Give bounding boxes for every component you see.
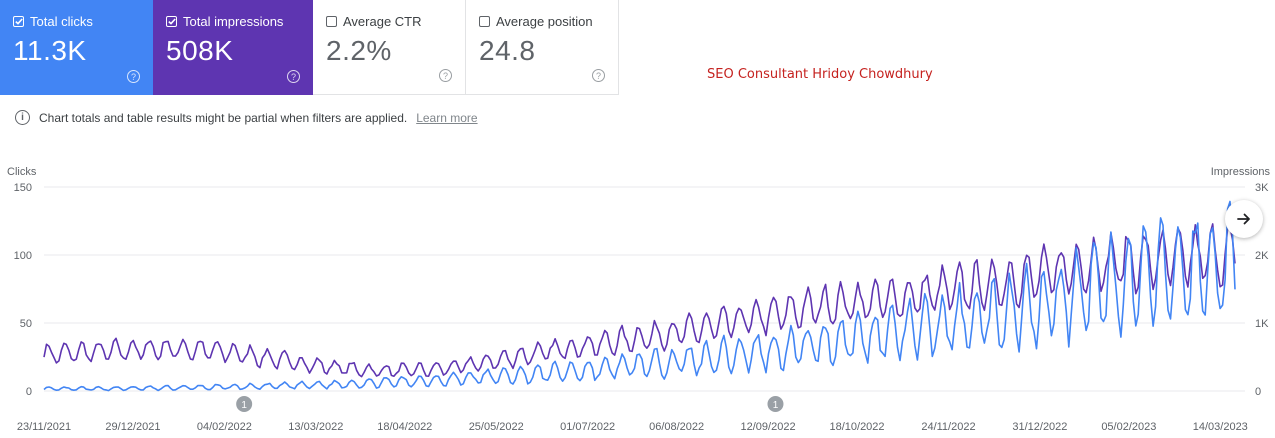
card-label: Total impressions: [183, 14, 284, 29]
y-axis-title-right: Impressions: [1211, 166, 1271, 178]
help-icon[interactable]: ?: [439, 69, 452, 82]
x-tick-label: 04/02/2022: [197, 421, 252, 433]
checkbox-unchecked-icon[interactable]: [479, 16, 490, 27]
x-tick-label: 31/12/2022: [1012, 421, 1067, 433]
help-icon[interactable]: ?: [127, 70, 140, 83]
card-value: 11.3K: [13, 35, 87, 66]
x-tick-label: 12/09/2022: [741, 421, 796, 433]
x-tick-label: 18/04/2022: [377, 421, 432, 433]
x-tick-label: 18/10/2022: [829, 421, 884, 433]
annotation-marker: [236, 396, 253, 412]
left-tick-label: 100: [14, 250, 32, 262]
annotation-label: 1: [773, 400, 779, 411]
right-tick-label: 1K: [1255, 318, 1269, 330]
right-tick-label: 0: [1255, 386, 1261, 398]
notice-text: Chart totals and table results might be …: [39, 110, 408, 125]
right-tick-label: 2K: [1255, 250, 1269, 262]
left-tick-label: 150: [14, 182, 32, 194]
total-clicks-card[interactable]: Total clicks 11.3K ?: [0, 0, 153, 95]
x-tick-label: 23/11/2021: [17, 421, 71, 433]
left-tick-label: 50: [20, 318, 32, 330]
annotation-marker: [767, 396, 784, 412]
impressions-line: [43, 223, 1236, 378]
x-tick-label: 13/03/2022: [288, 421, 343, 433]
x-tick-label: 06/08/2022: [649, 421, 704, 433]
x-tick-label: 29/12/2021: [105, 421, 160, 433]
clicks-line: [43, 200, 1236, 392]
checkbox-unchecked-icon[interactable]: [326, 16, 337, 27]
card-value: 24.8: [479, 35, 536, 66]
card-value: 508K: [166, 35, 234, 66]
annotation-label: 1: [241, 400, 247, 411]
performance-chart: Clicks Impressions 0 0 50 1K 100 2K 150 3K 23/11/2…: [7, 166, 1271, 433]
card-label: Total clicks: [30, 14, 93, 29]
watermark-text: SEO Consultant Hridoy Chowdhury: [707, 67, 933, 82]
metric-cards: Total clicks 11.3K ? Total impressions 5…: [0, 0, 619, 95]
total-impressions-card[interactable]: Total impressions 508K ?: [153, 0, 313, 95]
average-position-card[interactable]: Average position 24.8 ?: [466, 0, 619, 95]
average-ctr-card[interactable]: Average CTR 2.2% ?: [313, 0, 466, 95]
filter-notice: i Chart totals and table results might b…: [15, 110, 478, 125]
card-value: 2.2%: [326, 35, 392, 66]
help-icon[interactable]: ?: [287, 70, 300, 83]
x-tick-label: 05/02/2023: [1101, 421, 1156, 433]
y-axis-title-left: Clicks: [7, 166, 37, 178]
x-tick-label: 14/03/2023: [1193, 421, 1248, 433]
card-label: Average position: [496, 14, 593, 29]
checkbox-checked-icon[interactable]: [13, 16, 24, 27]
card-label: Average CTR: [343, 14, 422, 29]
x-tick-label: 01/07/2022: [560, 421, 615, 433]
right-tick-label: 3K: [1255, 182, 1269, 194]
checkbox-checked-icon[interactable]: [166, 16, 177, 27]
arrow-right-icon: [1237, 213, 1250, 225]
next-button[interactable]: [1225, 200, 1263, 238]
learn-more-link[interactable]: Learn more: [416, 110, 478, 125]
x-tick-label: 24/11/2022: [921, 421, 975, 433]
x-tick-label: 25/05/2022: [469, 421, 524, 433]
info-icon: i: [15, 110, 30, 125]
help-icon[interactable]: ?: [592, 69, 605, 82]
left-tick-label: 0: [26, 386, 32, 398]
